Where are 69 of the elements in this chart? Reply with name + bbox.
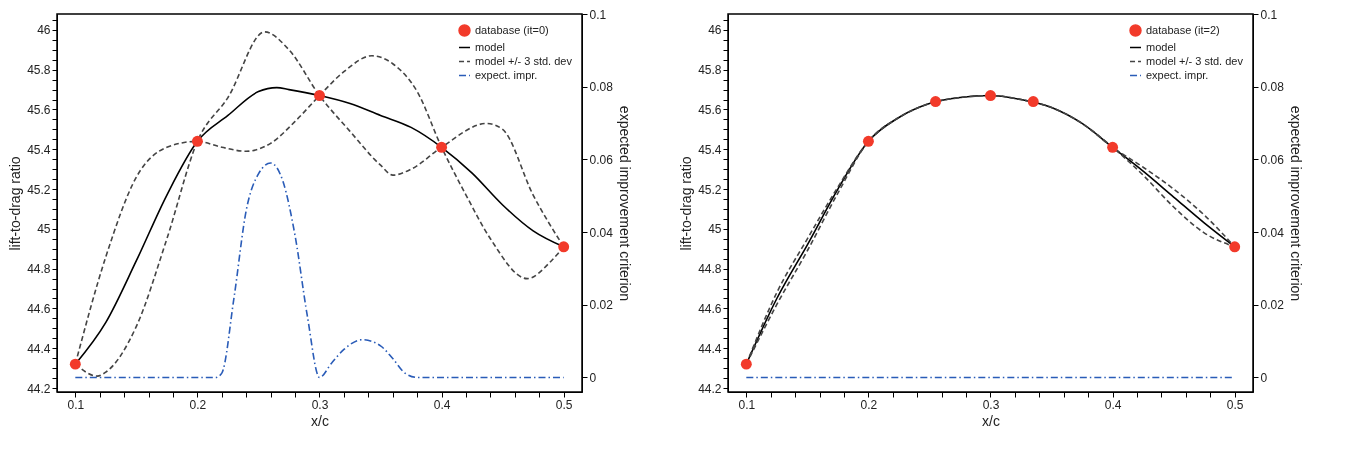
legend-label: expect. impr.	[475, 68, 538, 81]
y-tick-label: 44.6	[27, 301, 51, 316]
x-tick-label: 0.5	[1226, 397, 1244, 412]
y-tick-label: 45	[708, 222, 722, 237]
y-tick-label: 45.4	[27, 142, 51, 157]
point	[191, 135, 203, 147]
point	[314, 90, 325, 102]
y-axis-title: lift-to-drag ratio	[678, 156, 695, 251]
y2-tick-label: 0.02	[1260, 298, 1285, 313]
y-tick-label: 44.8	[27, 262, 51, 277]
y-tick-label: 46	[37, 23, 51, 38]
point	[985, 90, 996, 102]
y-tick-label: 44.8	[698, 262, 722, 277]
y2-tick-label: 0.06	[1260, 152, 1285, 167]
x-axis-title: x/c	[982, 412, 1000, 429]
point	[69, 358, 81, 370]
x-tick-label: 0.3	[982, 397, 1000, 412]
point	[740, 358, 752, 370]
x-tick-label: 0.3	[311, 397, 329, 412]
legend-label: model +/- 3 std. dev	[1146, 54, 1244, 67]
y-tick-label: 44.6	[698, 301, 722, 316]
y-tick-label: 45.8	[27, 63, 51, 78]
y2-tick-label: 0.06	[589, 152, 614, 167]
point	[862, 135, 874, 147]
x-tick-label: 0.5	[555, 397, 573, 412]
point	[1107, 141, 1119, 153]
y-tick-label: 45.2	[27, 182, 51, 197]
y-tick-label: 45	[37, 222, 51, 237]
point	[436, 141, 448, 153]
x-tick-label: 0.4	[1104, 397, 1122, 412]
line-series	[74, 162, 565, 379]
y-tick-label: 46	[708, 23, 722, 38]
y2-tick-label: 0.04	[1260, 225, 1285, 240]
y2-tick-label: 0	[1260, 370, 1268, 385]
legend-label: model +/- 3 std. dev	[475, 54, 573, 67]
legend-label: model	[1146, 40, 1176, 53]
y-axis-title: lift-to-drag ratio	[7, 156, 24, 251]
y-tick-label: 45.6	[698, 102, 722, 117]
y2-tick-label: 0.08	[589, 80, 614, 95]
y2-tick-label: 0.1	[1260, 7, 1278, 22]
y-tick-label: 45.4	[698, 142, 722, 157]
y-tick-label: 45.2	[698, 182, 722, 197]
point	[930, 96, 942, 107]
x-axis-title: x/c	[311, 412, 329, 429]
y-tick-label: 45.6	[27, 102, 51, 117]
x-tick-label: 0.2	[189, 397, 207, 412]
y-tick-label: 44.2	[698, 381, 722, 396]
y-tick-label: 44.4	[27, 341, 51, 356]
y2-tick-label: 0.1	[589, 7, 607, 22]
legend-label: expect. impr.	[1146, 68, 1209, 81]
y2-axis-title: expected improvement criterion	[616, 105, 633, 302]
x-tick-label: 0.4	[433, 397, 451, 412]
y2-tick-label: 0.08	[1260, 80, 1285, 95]
y2-tick-label: 0.02	[589, 298, 614, 313]
y2-tick-label: 0.04	[589, 225, 614, 240]
y-tick-label: 44.4	[698, 341, 722, 356]
point	[1027, 96, 1039, 107]
y2-axis-title: expected improvement criterion	[1287, 105, 1304, 302]
x-tick-label: 0.1	[738, 397, 756, 412]
legend-label: model	[475, 40, 505, 53]
x-tick-label: 0.1	[67, 397, 85, 412]
y2-tick-label: 0	[589, 370, 597, 385]
point	[558, 241, 570, 253]
y-tick-label: 45.8	[698, 63, 722, 78]
x-tick-label: 0.2	[860, 397, 878, 412]
legend-label: database (it=0)	[475, 23, 549, 36]
point	[1229, 241, 1241, 253]
y-tick-label: 44.2	[27, 381, 51, 396]
legend-label: database (it=2)	[1146, 23, 1220, 36]
